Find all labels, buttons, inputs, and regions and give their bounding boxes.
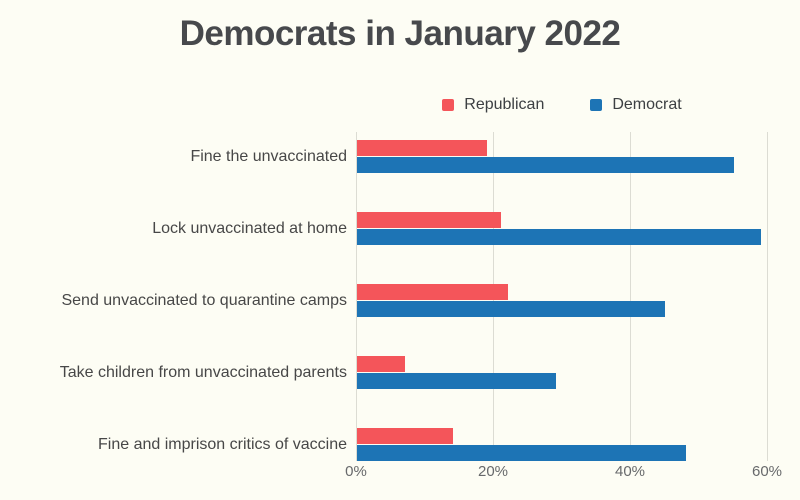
bar-republican-3	[357, 356, 405, 372]
republican-swatch-icon	[442, 99, 455, 111]
x-axis-tick-0: 0%	[345, 463, 367, 480]
category-label-0: Fine the unvaccinated	[190, 147, 347, 165]
bar-republican-4	[357, 428, 453, 444]
democrat-swatch-icon	[590, 99, 603, 111]
legend-label-democrat: Democrat	[612, 96, 682, 113]
gridline-60	[767, 132, 768, 461]
legend: Republican Democrat	[356, 96, 768, 114]
chart-title: Democrats in January 2022	[179, 14, 621, 53]
legend-label-republican: Republican	[464, 96, 545, 113]
x-axis-tick-20: 20%	[477, 463, 509, 480]
bar-democrat-2	[357, 301, 666, 317]
bar-democrat-0	[357, 157, 734, 173]
category-label-2: Send unvaccinated to quarantine camps	[61, 291, 347, 309]
x-axis-tick-40: 40%	[614, 463, 646, 480]
bar-republican-0	[357, 140, 488, 156]
bar-democrat-4	[357, 445, 686, 461]
bar-republican-1	[357, 212, 501, 228]
bar-democrat-3	[357, 373, 556, 389]
category-label-4: Fine and imprison critics of vaccine	[98, 435, 347, 453]
gridline-40	[630, 132, 631, 461]
bar-democrat-1	[357, 229, 762, 245]
bar-republican-2	[357, 284, 508, 300]
category-label-1: Lock unvaccinated at home	[152, 219, 347, 237]
legend-item-republican: Republican	[442, 96, 544, 114]
gridline-0	[356, 132, 357, 461]
x-axis-tick-60: 60%	[751, 463, 783, 480]
legend-item-democrat: Democrat	[590, 96, 682, 114]
category-label-3: Take children from unvaccinated parents	[59, 363, 347, 381]
